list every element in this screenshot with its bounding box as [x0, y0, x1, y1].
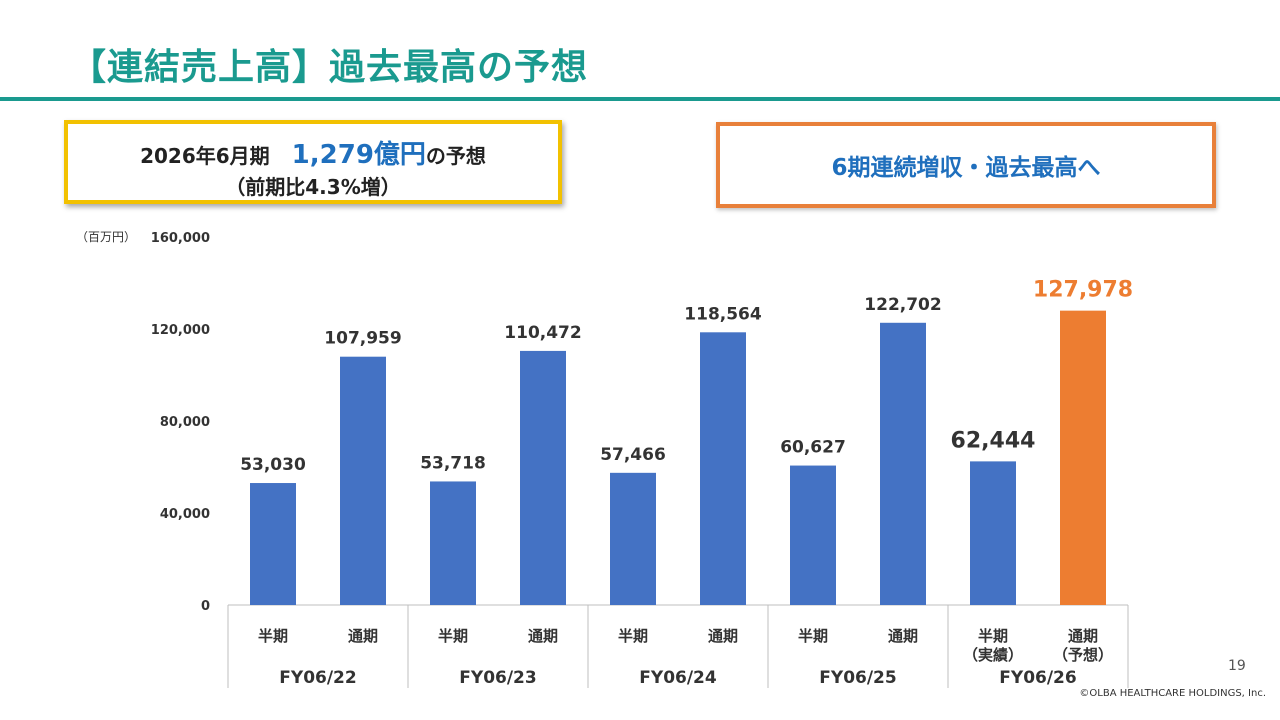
page-title: 【連結売上高】過去最高の予想 [70, 47, 589, 88]
bar [340, 356, 386, 605]
bar-value-label: 53,030 [240, 455, 306, 475]
bar-value-label: 118,564 [684, 304, 762, 324]
y-tick-label: 40,000 [160, 507, 210, 522]
bar-value-label: 57,466 [600, 445, 666, 465]
bar-value-label: 127,978 [1033, 278, 1133, 303]
bar [700, 332, 746, 605]
title-divider [0, 97, 1280, 101]
highlight-text: 6期連続増収・過去最高へ [831, 155, 1101, 181]
bar [520, 350, 566, 605]
highlight-box: 6期連続増収・過去最高へ [716, 122, 1216, 208]
y-tick-label: 120,000 [151, 323, 210, 338]
bar-value-label: 110,472 [504, 323, 581, 343]
x-category-label: 通期 [708, 627, 738, 645]
unit-label: （百万円） [76, 230, 137, 244]
x-category-label: 通期 [528, 627, 558, 645]
forecast-box: 2026年6月期 1,279億円の予想 （前期比4.3%増） [64, 120, 562, 204]
x-group-label: FY06/25 [819, 668, 896, 688]
y-tick-label: 80,000 [160, 415, 210, 430]
x-category-label: 半期 [618, 627, 648, 645]
x-category-label: 通期 [888, 627, 918, 645]
page-number: 19 [1228, 658, 1246, 674]
x-category-label: 半期 [258, 627, 288, 645]
x-group-label: FY06/26 [999, 668, 1076, 688]
x-category-label: 半期 [978, 627, 1008, 645]
x-group-label: FY06/24 [639, 668, 717, 688]
bar [880, 322, 926, 605]
bar-value-label: 62,444 [951, 428, 1036, 453]
x-category-label: 半期 [438, 627, 468, 645]
bar-value-label: 122,702 [864, 295, 941, 315]
copyright: ©OLBA HEALTHCARE HOLDINGS, Inc. [1079, 688, 1266, 699]
bar-value-label: 60,627 [780, 438, 846, 458]
y-tick-label: 160,000 [151, 231, 210, 246]
x-category-label: 通期 [348, 627, 378, 645]
x-category-label: 半期 [798, 627, 828, 645]
bar [1060, 310, 1106, 605]
forecast-growth: （前期比4.3%増） [225, 175, 401, 199]
bar [610, 472, 656, 605]
x-group-label: FY06/22 [279, 668, 356, 688]
bar [430, 481, 476, 605]
bar [790, 465, 836, 605]
bar [250, 483, 296, 605]
x-category-sublabel: （実績） [963, 646, 1023, 664]
x-category-sublabel: （予想） [1053, 646, 1113, 664]
y-tick-label: 0 [201, 599, 210, 614]
x-category-label: 通期 [1068, 627, 1098, 645]
forecast-amount: 1,279億円 [291, 140, 426, 170]
x-group-label: FY06/23 [459, 668, 536, 688]
bar-value-label: 53,718 [420, 453, 486, 473]
forecast-suffix: の予想 [425, 144, 486, 168]
forecast-period: 2026年6月期 [140, 144, 270, 168]
bar [970, 461, 1016, 605]
bar-value-label: 107,959 [324, 329, 401, 349]
forecast-line: 2026年6月期 1,279億円の予想 [68, 134, 558, 171]
